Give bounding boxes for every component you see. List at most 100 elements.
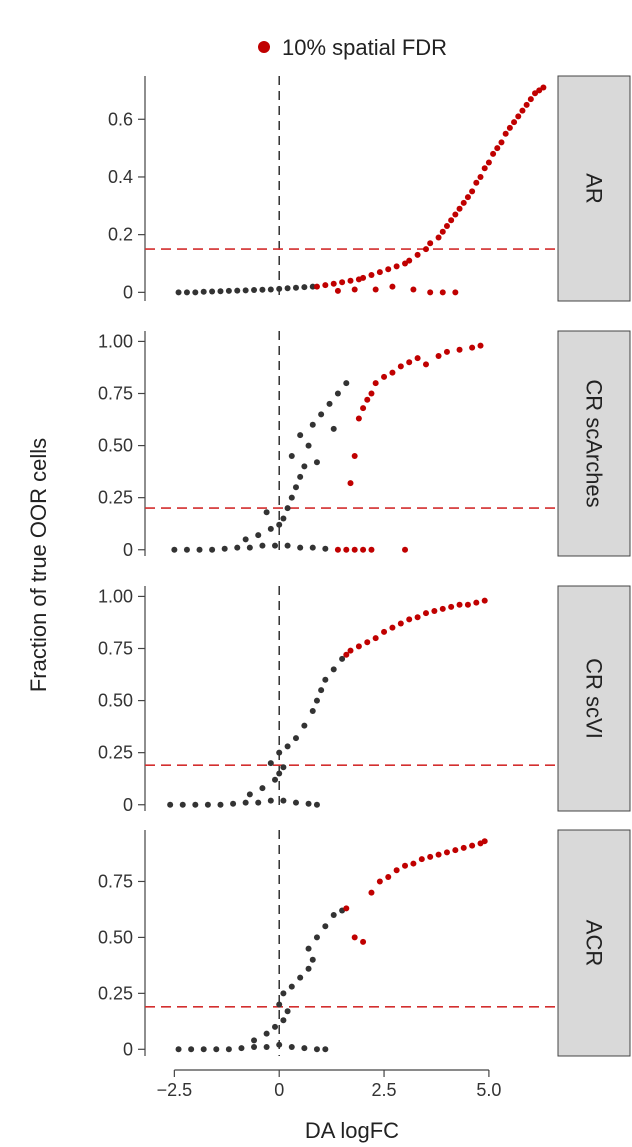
point-significant <box>435 234 442 241</box>
point-nonsignificant <box>255 799 262 806</box>
point-nonsignificant <box>288 453 295 459</box>
point-significant <box>360 546 367 553</box>
panel-1: 0 0.2 0.4 0.6 AR <box>108 75 631 302</box>
point-nonsignificant <box>297 473 304 480</box>
point-significant <box>448 217 455 224</box>
point-significant <box>351 934 358 941</box>
point-nonsignificant <box>276 521 283 528</box>
point-significant <box>506 124 513 131</box>
point-nonsignificant <box>284 505 291 512</box>
point-significant <box>389 283 396 290</box>
point-nonsignificant <box>225 1046 232 1053</box>
legend-marker <box>258 41 270 53</box>
x-tick-label: −2.5 <box>157 1080 193 1100</box>
legend: 10% spatial FDR <box>258 35 447 60</box>
point-nonsignificant <box>267 797 274 804</box>
point-nonsignificant <box>221 545 228 552</box>
point-significant <box>393 263 400 270</box>
point-nonsignificant <box>276 770 283 777</box>
point-significant <box>385 873 392 880</box>
point-nonsignificant <box>204 801 211 808</box>
point-nonsignificant <box>305 442 312 449</box>
point-significant <box>347 277 354 284</box>
point-nonsignificant <box>284 743 291 750</box>
point-nonsignificant <box>309 956 316 963</box>
point-nonsignificant <box>217 801 224 808</box>
point-significant <box>343 905 350 912</box>
point-nonsignificant <box>242 799 249 806</box>
point-significant <box>414 355 421 362</box>
point-nonsignificant <box>171 546 178 553</box>
point-significant <box>469 842 476 849</box>
point-nonsignificant <box>188 1046 195 1053</box>
point-nonsignificant <box>234 287 241 294</box>
point-significant <box>385 266 392 273</box>
point-nonsignificant <box>263 1044 270 1051</box>
point-nonsignificant <box>196 546 203 553</box>
point-significant <box>460 844 467 851</box>
point-significant <box>322 282 329 289</box>
point-significant <box>339 279 346 286</box>
point-nonsignificant <box>343 380 350 387</box>
point-significant <box>540 84 547 91</box>
point-significant <box>523 101 530 108</box>
point-significant <box>452 847 459 854</box>
legend-label: 10% spatial FDR <box>282 35 447 60</box>
y-tick-label: 0 <box>123 795 133 815</box>
point-nonsignificant <box>330 666 337 673</box>
point-significant <box>422 610 429 617</box>
point-significant <box>406 616 413 623</box>
point-significant <box>389 369 396 376</box>
point-significant <box>502 130 509 137</box>
point-nonsignificant <box>284 542 291 549</box>
point-significant <box>313 283 320 290</box>
point-significant <box>460 199 467 206</box>
point-nonsignificant <box>267 286 274 293</box>
point-nonsignificant <box>284 285 291 292</box>
point-nonsignificant <box>267 525 274 532</box>
point-nonsignificant <box>251 287 258 294</box>
point-significant <box>527 96 534 103</box>
point-significant <box>351 453 358 459</box>
facet-strip <box>557 330 631 557</box>
y-tick-label: 0.50 <box>98 927 133 947</box>
point-nonsignificant <box>217 288 224 295</box>
point-significant <box>515 113 522 120</box>
point-nonsignificant <box>263 509 270 516</box>
point-significant <box>364 396 371 403</box>
point-significant <box>435 353 442 359</box>
point-nonsignificant <box>209 288 216 295</box>
panel-2: 0 0.25 0.50 0.75 1.00 CR scArches <box>98 330 631 560</box>
point-significant <box>439 289 446 296</box>
point-significant <box>368 889 375 896</box>
point-significant <box>355 415 362 422</box>
point-significant <box>464 601 471 608</box>
y-tick-label: 0.4 <box>108 167 133 187</box>
facet-strip-label: ACR <box>582 920 607 966</box>
point-nonsignificant <box>175 289 182 296</box>
point-nonsignificant <box>175 1046 182 1053</box>
y-tick-label: 0.50 <box>98 691 133 711</box>
panels: 0 0.2 0.4 0.6 AR 0 0.25 0.50 0.75 1.00 CR scArches… <box>98 75 631 1059</box>
point-nonsignificant <box>251 1037 258 1044</box>
point-nonsignificant <box>313 934 320 941</box>
facet-strip-label: CR scVI <box>582 658 607 739</box>
point-significant <box>452 289 459 296</box>
point-significant <box>389 624 396 631</box>
point-significant <box>402 862 409 869</box>
point-significant <box>368 546 375 553</box>
point-nonsignificant <box>209 546 216 553</box>
point-significant <box>464 194 471 201</box>
scatter-points <box>167 597 488 808</box>
point-significant <box>456 346 463 353</box>
point-nonsignificant <box>288 983 295 990</box>
point-nonsignificant <box>322 923 329 930</box>
y-tick-label: 0.75 <box>98 639 133 659</box>
point-nonsignificant <box>225 287 232 294</box>
point-nonsignificant <box>259 286 266 293</box>
point-nonsignificant <box>259 542 266 549</box>
point-nonsignificant <box>334 390 341 397</box>
point-nonsignificant <box>167 801 174 808</box>
point-significant <box>347 480 354 487</box>
